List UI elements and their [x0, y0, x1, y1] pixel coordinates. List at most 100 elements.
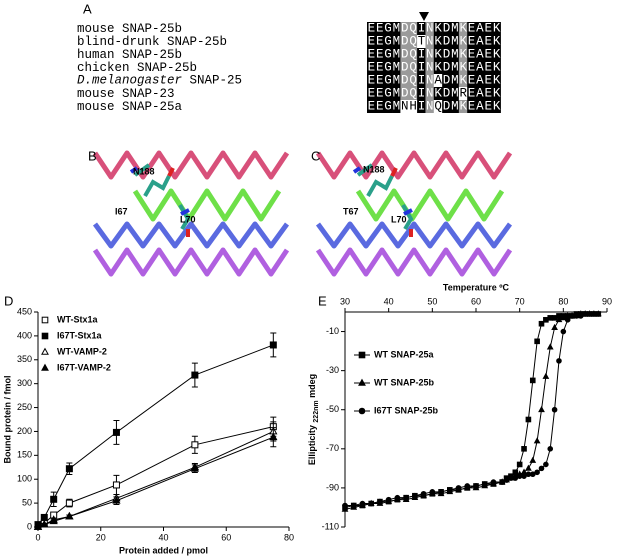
residue-cell — [467, 61, 476, 74]
series-line — [37, 426, 274, 527]
x-tick-label: 50 — [427, 296, 437, 306]
residue-cell — [433, 87, 443, 100]
residue-label: N188 — [363, 164, 385, 174]
backbone-trace — [92, 150, 290, 180]
data-point — [578, 313, 584, 319]
series-line — [37, 430, 274, 528]
residue-label: N188 — [133, 166, 155, 176]
residue-cell — [383, 100, 393, 113]
residue-cell — [417, 48, 426, 61]
data-point — [447, 487, 453, 493]
residue-cell — [433, 61, 443, 74]
residue-cell — [400, 100, 410, 113]
y-title-unit: mdeg — [307, 374, 317, 401]
residue-cell — [375, 87, 384, 100]
data-point — [521, 446, 527, 452]
data-point — [529, 471, 536, 478]
residue-cell — [475, 87, 485, 100]
residue-cell — [458, 61, 468, 74]
side-chain-n — [129, 166, 190, 216]
residue-cell — [417, 74, 426, 87]
data-point — [529, 377, 536, 384]
y-tick-label: 350 — [17, 354, 32, 364]
data-point — [560, 328, 567, 335]
residue-cell — [417, 100, 426, 113]
residue-cell — [417, 87, 426, 100]
residue-cell — [375, 22, 384, 35]
residue-label: L70 — [180, 214, 196, 224]
backbone-trace — [92, 221, 290, 249]
x-tick-label: 80 — [558, 296, 568, 306]
panel-label: C — [311, 148, 320, 163]
legend-marker — [358, 407, 366, 415]
x-tick-label: 40 — [384, 296, 394, 306]
residue-cell — [425, 22, 435, 35]
species-name: mouse SNAP-25b — [77, 22, 182, 36]
x-tick-label: 90 — [602, 296, 612, 306]
data-point — [512, 475, 519, 481]
residue-cell — [492, 48, 501, 61]
legend-label: WT-Stx1a — [57, 314, 99, 324]
residue-cell — [458, 100, 468, 113]
legend-marker — [358, 351, 366, 359]
residue-cell — [483, 22, 493, 35]
data-point — [377, 498, 383, 505]
residue-cell — [425, 48, 435, 61]
residue-cell — [475, 35, 485, 48]
data-point — [429, 489, 436, 495]
data-point — [525, 464, 532, 471]
data-point — [564, 317, 571, 323]
y-title-text: Ellipticity — [307, 423, 317, 466]
residue-cell — [367, 22, 376, 35]
residue-cell — [492, 100, 501, 113]
sequence-text: EEGMDQINKDMREAEK — [368, 87, 501, 101]
data-point — [529, 456, 537, 463]
data-point — [551, 406, 558, 413]
y-tick-label: -50 — [326, 404, 339, 414]
sequence: EEGMDQINADMKEAEK — [367, 74, 501, 88]
data-point — [420, 490, 427, 497]
residue-cell — [458, 87, 468, 100]
data-point — [499, 479, 506, 485]
panel-label: A — [83, 1, 92, 16]
residue-cell — [492, 61, 501, 74]
residue-cell — [458, 74, 468, 87]
backbone-trace — [132, 188, 282, 222]
legend-label: WT-VAMP-2 — [57, 346, 107, 356]
data-point — [269, 432, 278, 441]
residue-cell — [433, 22, 443, 35]
sequence: EEGMDQTNKDMKEAEK — [367, 35, 501, 49]
data-point — [542, 372, 550, 379]
residue-cell — [483, 74, 493, 87]
residue-cell — [400, 48, 410, 61]
backbone-trace — [315, 150, 513, 180]
residue-label: T67 — [343, 206, 359, 216]
side-chain-o — [167, 167, 190, 237]
species-name: D.melanogaster SNAP-25 — [77, 74, 242, 88]
residue-cell — [467, 100, 476, 113]
sequence-text: EEGMDQINADMKEAEK — [368, 74, 501, 88]
data-point — [516, 461, 523, 468]
sequence: EEGMDQINKDMKEAEK — [367, 48, 501, 62]
x-tick-label: 60 — [221, 532, 231, 542]
sequence-text: EEGMDQINKDMKEAEK — [368, 61, 501, 75]
data-point — [65, 499, 73, 507]
panel-label: E — [318, 293, 327, 308]
data-point — [559, 314, 567, 321]
backbone-trace — [315, 247, 513, 277]
residue-cell — [450, 61, 460, 74]
y-tick-label: 200 — [17, 426, 32, 436]
y-tick-label: -110 — [322, 521, 339, 531]
residue-cell — [400, 74, 410, 87]
residue-cell — [458, 35, 468, 48]
sequence-text: EEGMDQINKDMKEAEK — [368, 22, 501, 36]
legend-label: I67T-Stx1a — [57, 330, 103, 340]
residue-cell — [367, 35, 376, 48]
data-point — [394, 494, 401, 501]
residue-cell — [392, 48, 401, 61]
data-point — [342, 502, 348, 509]
species-name-rest: SNAP-25 — [182, 74, 242, 88]
residue-cell — [442, 22, 451, 35]
residue-cell — [408, 74, 418, 87]
residue-cell — [450, 22, 460, 35]
